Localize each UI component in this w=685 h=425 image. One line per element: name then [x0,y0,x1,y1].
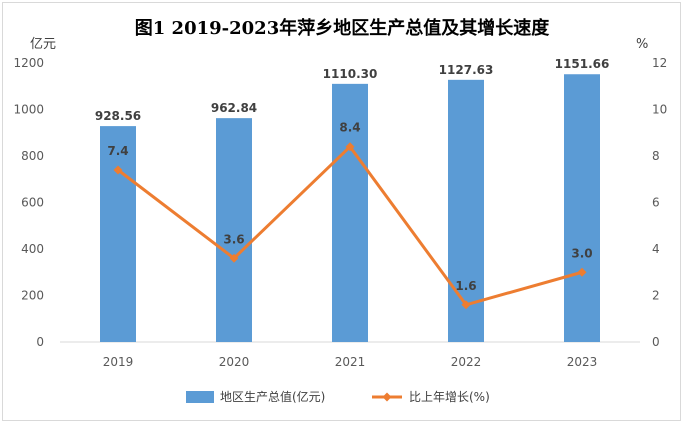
right-tick-label: 8 [652,149,660,163]
right-tick-label: 4 [652,242,660,256]
right-tick-label: 10 [652,103,667,117]
x-tick-label: 2021 [335,355,366,369]
left-tick-label: 0 [36,335,44,349]
left-tick-label: 400 [21,242,44,256]
legend-swatch-bar [186,391,214,403]
bar-label: 1151.66 [555,57,610,71]
plot-area: 0 200 400 600 800 1000 1200 0 2 4 6 8 10 12 928.56 962.… [13,56,667,369]
growth-point-2019 [113,165,123,175]
left-axis-unit: 亿元 [30,37,56,52]
left-tick-label: 600 [21,196,44,210]
left-tick-label: 800 [21,149,44,163]
growth-point-2023 [577,267,587,277]
left-tick-label: 1000 [13,103,44,117]
bar-2019 [100,126,136,342]
bar-2023 [564,74,600,343]
growth-point-2022 [461,300,471,310]
line-label: 8.4 [339,121,360,135]
right-tick-label: 12 [652,56,667,70]
x-tick-label: 2019 [103,355,134,369]
line-label: 3.0 [571,246,592,260]
chart-title: 图1 2019-2023年萍乡地区生产总值及其增长速度 [135,17,550,39]
left-tick-label: 200 [21,289,44,303]
legend-label-gdp: 地区生产总值(亿元) [220,389,325,404]
right-tick-label: 0 [652,335,660,349]
bar-label: 1127.63 [439,63,494,77]
right-tick-label: 2 [652,289,660,303]
right-tick-label: 6 [652,196,660,210]
line-label: 3.6 [223,232,244,246]
growth-point-2021 [345,142,355,152]
legend-label-growth: 比上年增长(%) [409,390,490,404]
bar-label: 1110.30 [323,67,378,81]
bar-label: 928.56 [95,109,141,123]
line-label: 7.4 [107,144,128,158]
growth-point-2020 [229,253,239,263]
bar-2022 [448,79,484,343]
legend-marker-diamond [382,392,392,402]
bar-2021 [332,83,368,342]
x-tick-label: 2020 [219,355,250,369]
bar-label: 962.84 [211,101,257,115]
legend: 地区生产总值(亿元) 比上年增长(%) [186,389,490,404]
x-tick-label: 2023 [567,355,598,369]
right-axis-unit: % [636,37,648,52]
x-tick-label: 2022 [451,355,482,369]
left-tick-label: 1200 [13,56,44,70]
line-label: 1.6 [455,279,476,293]
bar-2020 [216,118,252,342]
